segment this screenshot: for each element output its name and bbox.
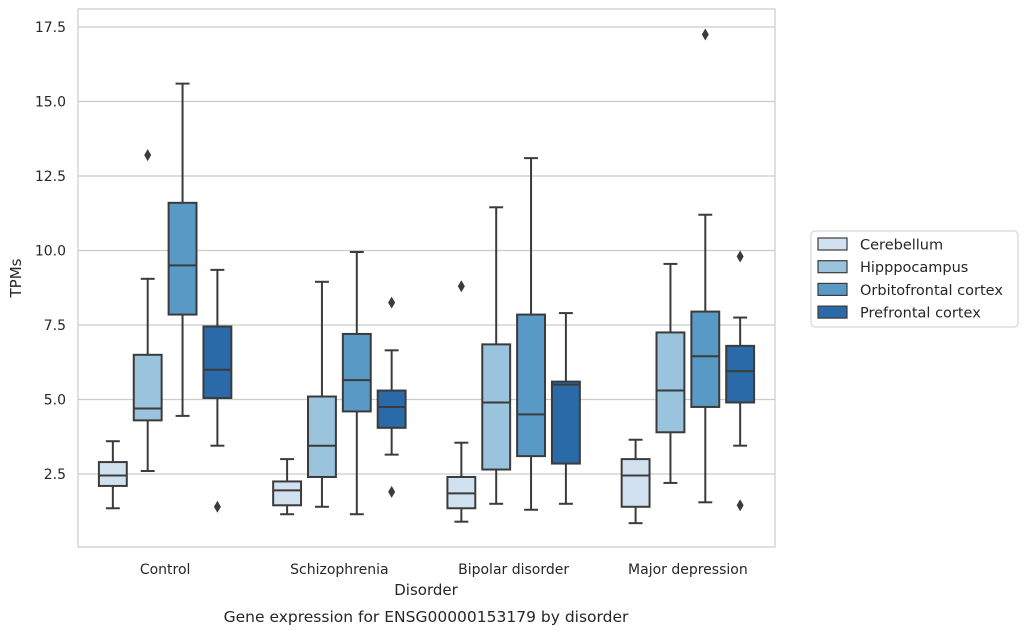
box-cerebellum (446, 280, 477, 523)
box-iqr (97, 461, 128, 487)
y-tick-label: 15.0 (35, 95, 66, 111)
box-orbitofrontal-cortex (167, 82, 198, 417)
plot-area (77, 8, 776, 548)
box-iqr (272, 480, 303, 507)
boxes-layer (97, 28, 756, 525)
box-hipppocampus (655, 262, 686, 484)
box-prefrontal-cortex (550, 312, 581, 505)
outlier-point (388, 485, 396, 498)
box-prefrontal-cortex (376, 296, 407, 498)
x-tick-label: Schizophrenia (290, 562, 388, 578)
x-axis: Control Schizophrenia Bipolar disorder Majo… (140, 562, 748, 578)
box-hipppocampus (307, 280, 337, 508)
x-tick-label: Major depression (628, 562, 748, 578)
outlier-point (736, 250, 744, 263)
legend-label: Prefrontal cortex (860, 306, 981, 322)
legend-frame (810, 230, 1019, 328)
box-orbitofrontal-cortex (690, 28, 721, 504)
outlier-point (144, 149, 152, 162)
box-iqr (202, 325, 233, 400)
box-orbitofrontal-cortex (341, 250, 372, 516)
outlier-point (388, 296, 396, 309)
y-tick-label: 17.5 (35, 20, 66, 36)
legend-label: Orbitofrontal cortex (860, 283, 1003, 299)
legend-swatch (817, 237, 848, 251)
box-iqr (481, 343, 512, 471)
box-iqr (132, 353, 163, 422)
x-tick-label: Control (140, 562, 191, 578)
legend-swatch (817, 305, 848, 319)
box-cerebellum (97, 440, 128, 510)
box-prefrontal-cortex (725, 250, 756, 512)
box-iqr (167, 201, 198, 316)
box-iqr (725, 344, 756, 404)
y-tick-label: 10.0 (35, 244, 66, 260)
legend-swatch (817, 282, 848, 296)
y-tick-label: 7.5 (44, 318, 66, 334)
box-hipppocampus (481, 206, 512, 505)
box-hipppocampus (132, 149, 163, 473)
outlier-point (736, 499, 744, 512)
box-iqr (690, 310, 721, 408)
box-orbitofrontal-cortex (516, 157, 546, 511)
box-iqr (516, 313, 546, 458)
outlier-point (701, 28, 709, 41)
box-iqr (550, 380, 581, 465)
box-prefrontal-cortex (202, 268, 233, 513)
box-iqr (307, 395, 337, 478)
y-axis: 2.5 5.0 7.5 10.0 12.5 15.0 17.5 (35, 20, 66, 483)
chart-caption: Gene expression for ENSG00000153179 by d… (224, 608, 629, 626)
box-iqr (341, 332, 372, 413)
box-cerebellum (272, 458, 303, 516)
y-tick-label: 12.5 (35, 169, 66, 185)
legend-label: Hipppocampus (860, 260, 968, 276)
box-cerebellum (620, 438, 651, 525)
y-axis-label: TPMs (7, 258, 25, 298)
y-tick-label: 5.0 (44, 393, 66, 409)
outlier-point (213, 500, 221, 513)
x-tick-label: Bipolar disorder (458, 562, 569, 578)
legend-swatch (817, 260, 848, 274)
box-iqr (655, 331, 686, 434)
x-axis-label: Disorder (394, 581, 458, 599)
legend: Cerebellum Hipppocampus Orbitofrontal cort… (810, 230, 1019, 328)
box-iqr (620, 458, 651, 508)
box-iqr (376, 389, 407, 429)
outlier-point (457, 280, 465, 293)
legend-label: Cerebellum (860, 238, 943, 254)
y-tick-label: 2.5 (44, 467, 66, 483)
